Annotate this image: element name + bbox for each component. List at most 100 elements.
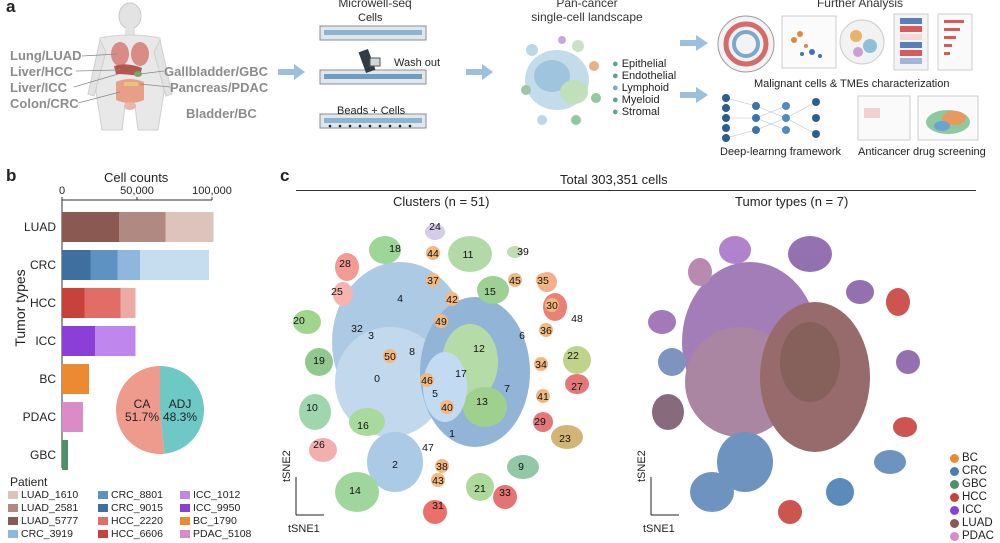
cluster-label: 44 bbox=[427, 248, 439, 260]
cluster-label: 31 bbox=[432, 500, 444, 512]
malignant-caption: Malignant cells & TMEs characterization bbox=[754, 78, 950, 90]
tumor-legend-dot bbox=[950, 532, 959, 541]
cluster-marker bbox=[508, 273, 522, 287]
cluster-label: 48 bbox=[571, 313, 583, 325]
landscape-title-line1: Pan-cancer bbox=[556, 0, 618, 10]
patient-swatch bbox=[8, 517, 18, 525]
cluster-label: 19 bbox=[313, 355, 325, 367]
cluster-label: 20 bbox=[293, 315, 305, 327]
bar-segment bbox=[119, 212, 166, 242]
cluster-label: 22 bbox=[567, 350, 579, 362]
cluster-marker bbox=[434, 314, 448, 328]
tumor-legend-dot bbox=[950, 493, 959, 502]
patient-label: ICC_1012 bbox=[193, 489, 241, 501]
tumor-legend-dot bbox=[950, 467, 959, 476]
landscape-legend-item-lymphoid: ● Lymphoid bbox=[612, 82, 670, 94]
patient-legend-item: HCC_6606 bbox=[98, 528, 180, 540]
patient-label: HCC_6606 bbox=[111, 528, 163, 540]
panel-b-letter: b bbox=[6, 166, 17, 185]
cluster-label: 21 bbox=[474, 483, 486, 495]
bar-category-label: CRC bbox=[30, 258, 56, 272]
cluster-marker bbox=[420, 373, 434, 387]
microwell-diagram bbox=[319, 25, 427, 129]
bar-x-tick-label: 50,000 bbox=[120, 185, 154, 197]
cluster-label: 33 bbox=[499, 487, 511, 499]
bar-segment bbox=[62, 288, 85, 318]
patient-swatch bbox=[8, 491, 18, 499]
patient-swatch bbox=[8, 504, 18, 512]
microwell-title: Microwell-seq bbox=[338, 0, 412, 10]
cluster-marker bbox=[383, 349, 397, 363]
cluster-marker bbox=[539, 323, 553, 337]
bar-category-label: ICC bbox=[35, 334, 56, 348]
organ-leader-lines bbox=[73, 53, 171, 104]
deep-learning-network-diagram bbox=[722, 94, 820, 142]
cluster-label: 36 bbox=[540, 325, 552, 337]
cluster-label: 4 bbox=[397, 293, 403, 305]
tumor-types-tsne-plot bbox=[648, 236, 920, 524]
bar-segment bbox=[62, 440, 68, 470]
cluster-label: 45 bbox=[509, 275, 521, 287]
pie-slice-adj bbox=[160, 366, 205, 454]
tumor-legend-dot bbox=[950, 519, 959, 528]
landscape-mini-tsne bbox=[521, 36, 601, 125]
patient-legend-item: ICC_1012 bbox=[180, 489, 260, 501]
cluster-label: 24 bbox=[429, 221, 441, 233]
bar-segment bbox=[117, 250, 140, 280]
tumor-legend-item: ICC bbox=[950, 504, 994, 517]
organ-label-gallbladder: Gallbladder/GBC bbox=[164, 64, 269, 79]
patient-legend-item: LUAD_1610 bbox=[8, 489, 98, 501]
tumor-legend-label: GBC bbox=[962, 478, 987, 490]
cluster-label: 5 bbox=[432, 388, 438, 400]
bar-category-label: BC bbox=[39, 372, 56, 386]
tumor-legend-label: ICC bbox=[962, 504, 982, 516]
patient-swatch bbox=[98, 517, 108, 525]
cluster-label: 30 bbox=[546, 300, 558, 312]
landscape-legend-item-endothelial: ● Endothelial bbox=[612, 70, 677, 82]
patient-label: PDAC_5108 bbox=[193, 528, 252, 540]
landscape-legend-item-myeloid: ● Myeloid bbox=[612, 94, 660, 106]
tsne-axis-arrows-clusters bbox=[295, 477, 324, 516]
flow-arrows-branch bbox=[680, 35, 708, 103]
beads-cells-label: Beads + Cells bbox=[337, 105, 406, 117]
organ-label-liver-icc: Liver/ICC bbox=[10, 80, 68, 95]
flow-arrow-2 bbox=[466, 64, 493, 80]
tumor-legend-dot bbox=[950, 454, 959, 463]
landscape-legend-item-stromal: ● Stromal bbox=[612, 106, 660, 118]
pancreas-shape bbox=[124, 82, 138, 86]
bar-category-label: GBC bbox=[30, 448, 56, 462]
bar-segment bbox=[120, 288, 136, 318]
cluster-label: 13 bbox=[476, 396, 488, 408]
patient-label: ICC_9950 bbox=[193, 502, 241, 514]
cluster-label: 46 bbox=[421, 375, 433, 387]
bar-segment bbox=[62, 402, 83, 432]
tumor-legend-label: HCC bbox=[962, 491, 987, 503]
tsne1-axis-label-tumor: tSNE1 bbox=[643, 523, 675, 535]
cluster-label: 11 bbox=[463, 249, 474, 261]
patient-swatch bbox=[98, 491, 108, 499]
organ-label-lung: Lung/LUAD bbox=[10, 48, 82, 63]
cluster-label: 16 bbox=[357, 420, 369, 432]
patient-legend: LUAD_1610 CRC_8801 ICC_1012 LUAD_2581 CRC_90… bbox=[8, 489, 258, 540]
bladder-shape bbox=[124, 102, 136, 110]
panel-a-letter: a bbox=[6, 0, 16, 16]
organ-label-liver-hcc: Liver/HCC bbox=[10, 64, 73, 79]
landscape-title-line2: single-cell landscape bbox=[531, 10, 643, 24]
total-cells-title: Total 303,351 cells bbox=[560, 172, 668, 187]
patient-legend-item: CRC_9015 bbox=[98, 502, 180, 514]
cluster-label: 8 bbox=[409, 346, 415, 358]
cluster-label: 35 bbox=[537, 275, 549, 287]
pie-slice-ca bbox=[116, 366, 165, 454]
cluster-label: 39 bbox=[517, 246, 529, 258]
patient-legend-title: Patient bbox=[10, 475, 48, 489]
cluster-label: 49 bbox=[435, 316, 447, 328]
cluster-label: 23 bbox=[559, 433, 571, 445]
bar-category-label: HCC bbox=[30, 296, 56, 310]
patient-swatch bbox=[98, 504, 108, 512]
cluster-label: 12 bbox=[473, 343, 485, 355]
bar-segment bbox=[84, 288, 121, 318]
cluster-label: 38 bbox=[436, 461, 448, 473]
cluster-label: 28 bbox=[339, 258, 351, 270]
tumor-legend-item: LUAD bbox=[950, 517, 994, 530]
cluster-label: 43 bbox=[432, 475, 444, 487]
